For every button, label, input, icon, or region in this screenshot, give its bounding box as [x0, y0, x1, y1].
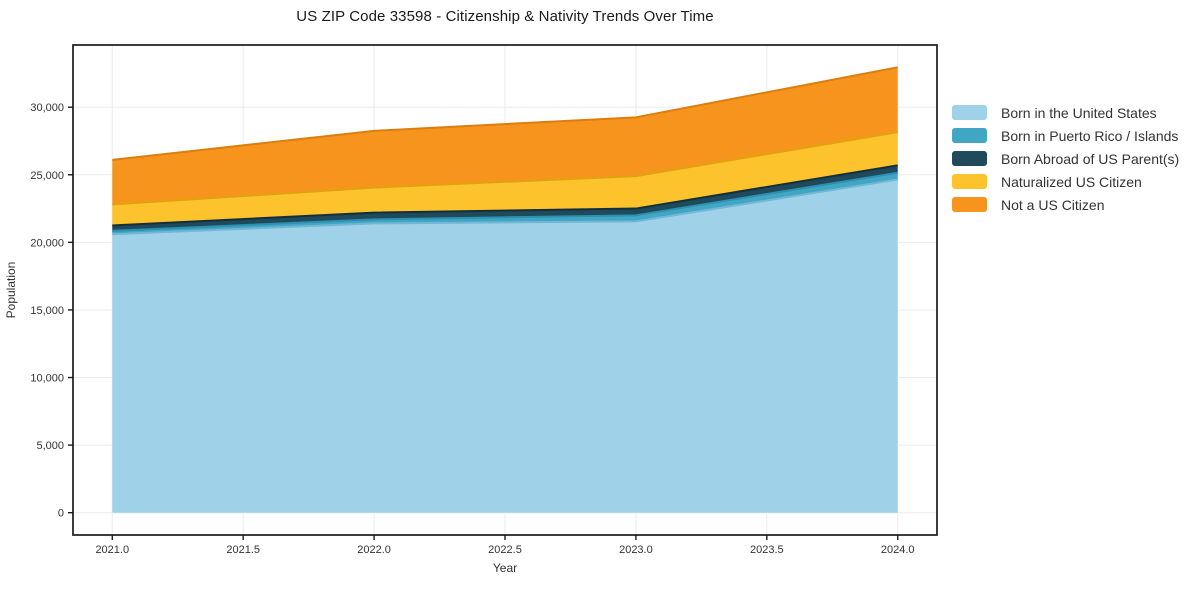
area-edge-not-a-us-citizen: [112, 66, 898, 161]
legend-swatch: [952, 128, 987, 143]
legend-label: Naturalized US Citizen: [1001, 173, 1142, 190]
area-edge-born-in-the-united-states: [112, 178, 898, 236]
x-tick-label: 2022.5: [488, 544, 522, 556]
legend-label: Born Abroad of US Parent(s): [1001, 150, 1180, 167]
y-axis-label: Population: [4, 262, 18, 319]
stacked-areas: [112, 66, 898, 513]
legend-item: Born Abroad of US Parent(s): [952, 150, 1180, 167]
y-tick-label: 15,000: [30, 305, 64, 317]
legend-swatch: [952, 197, 987, 212]
area-naturalized-us-citizen: [112, 132, 898, 226]
legend-swatch: [952, 174, 987, 189]
x-tick-label: 2023.5: [750, 544, 784, 556]
axes: 2021.0 2021.5 2022.0 2022.5 2023.0 2023.5 2024…: [30, 102, 914, 556]
area-born-in-the-united-states: [112, 179, 898, 513]
area-not-a-us-citizen: [112, 67, 898, 205]
y-tick-label: 10,000: [30, 373, 64, 385]
legend-label: Born in Puerto Rico / Islands: [1001, 127, 1179, 144]
area-edge-born-abroad-of-us-parent-s-: [112, 164, 898, 227]
x-axis-label: Year: [493, 561, 517, 575]
legend-item: Naturalized US Citizen: [952, 173, 1179, 190]
legend-item: Born in Puerto Rico / Islands: [952, 127, 1179, 144]
y-tick-label: 30,000: [30, 102, 64, 114]
x-tick-label: 2022.0: [357, 544, 391, 556]
legend-item: Not a US Citizen: [952, 196, 1179, 213]
legend-label: Born in the United States: [1001, 104, 1157, 121]
area-edge-born-in-puerto-rico-islands: [112, 171, 898, 232]
x-tick-label: 2023.0: [619, 544, 653, 556]
legend-swatch: [952, 151, 987, 166]
legend: Born in the United States Born in Puerto …: [952, 104, 1180, 213]
x-tick-label: 2021.0: [95, 544, 129, 556]
y-tick-label: 0: [58, 508, 64, 520]
y-tick-label: 25,000: [30, 170, 64, 182]
legend-swatch: [952, 105, 987, 120]
chart-title: US ZIP Code 33598 - Citizenship & Nativi…: [296, 8, 714, 25]
x-tick-label: 2021.5: [226, 544, 260, 556]
y-tick-label: 20,000: [30, 237, 64, 249]
legend-item: Born in the United States: [952, 104, 1179, 121]
x-tick-label: 2024.0: [881, 544, 915, 556]
y-tick-label: 5,000: [36, 440, 64, 452]
legend-label: Not a US Citizen: [1001, 196, 1105, 213]
area-edge-naturalized-us-citizen: [112, 131, 898, 206]
